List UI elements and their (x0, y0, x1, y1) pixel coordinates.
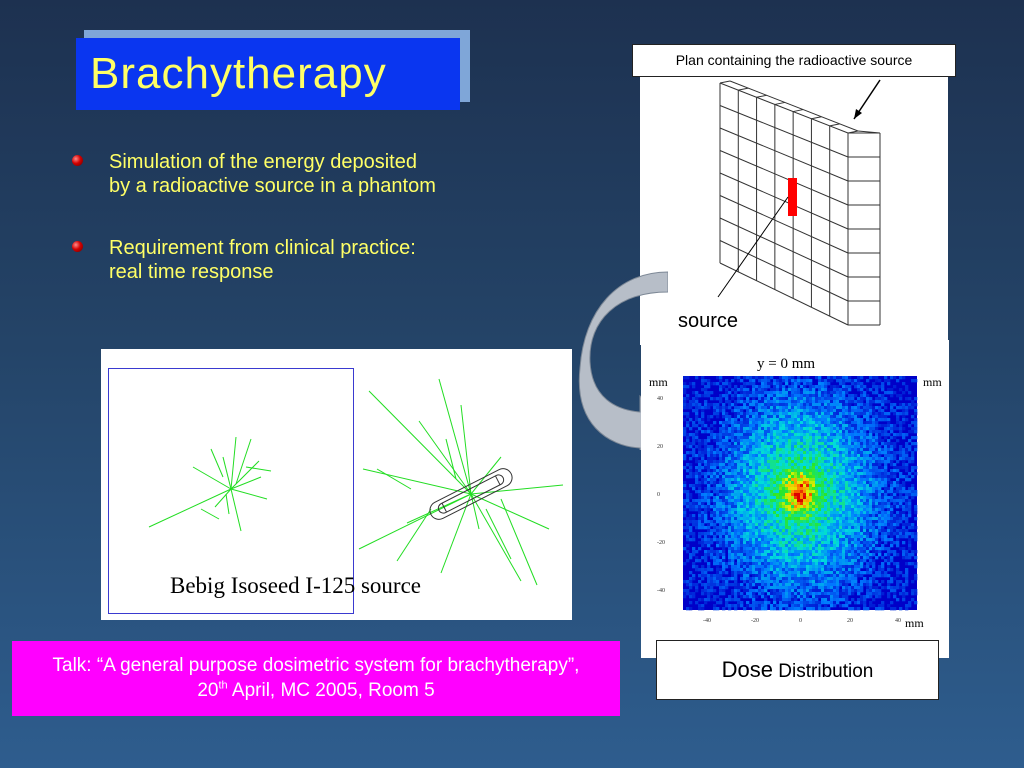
y-tick-label: 0 (657, 492, 660, 498)
particle-track (470, 493, 522, 582)
particle-track (376, 468, 412, 490)
y-tick-label: 20 (657, 444, 663, 450)
particle-track (438, 378, 472, 495)
particle-track (470, 484, 564, 495)
x-tick-label: 0 (799, 618, 802, 624)
particle-track (362, 468, 472, 495)
y-tick-label: -20 (657, 540, 665, 546)
bullet-dot-icon (72, 241, 83, 252)
particle-track (445, 438, 457, 480)
axis-unit-left: mm (649, 375, 668, 389)
phantom-figure (640, 75, 948, 345)
particle-track (418, 420, 472, 495)
particle-track (192, 466, 232, 490)
x-tick-label: 40 (895, 618, 901, 624)
talk-line-1: Talk: “A general purpose dosimetric syst… (52, 655, 580, 676)
dose-caption: Dose Distribution (656, 640, 939, 700)
dose-caption-small: Distribution (773, 661, 874, 682)
dose-caption-big: Dose (721, 657, 774, 682)
particle-track (406, 493, 472, 524)
particle-track (460, 404, 472, 495)
particle-track (148, 488, 232, 528)
particle-track (470, 456, 502, 495)
axis-unit-right: mm (923, 375, 942, 389)
source-pointer-arrow (717, 196, 789, 298)
particle-track (396, 508, 432, 562)
talk-day-suffix: th (218, 679, 228, 692)
bullet-line: Requirement from clinical practice: (109, 237, 416, 259)
seed-capsule (429, 468, 513, 520)
bullet-line: by a radioactive source in a phantom (109, 175, 436, 197)
talk-day: 20 (197, 680, 219, 701)
talk-reference-box: Talk: “A general purpose dosimetric syst… (12, 641, 620, 716)
plan-arrow-head (854, 109, 862, 119)
source-label: source (678, 310, 739, 332)
particle-track (230, 476, 262, 490)
particle-track (245, 466, 272, 472)
y-tick-label: 40 (657, 396, 663, 402)
particle-track (235, 438, 252, 485)
particle-track (214, 488, 232, 508)
heatmap-cells (683, 376, 918, 611)
y-tick-label: -40 (657, 588, 665, 594)
particle-track (230, 436, 237, 490)
dose-heatmap-chart: y = 0 mm mm mm mm 40 20 0 -20 -40 -40 -20 0 20 4… (649, 356, 942, 630)
particle-track (222, 456, 232, 490)
bullet-dot-icon (72, 155, 83, 166)
particle-track (470, 493, 550, 530)
dose-figure: y = 0 mm mm mm mm 40 20 0 -20 -40 -40 -20 0 20 4… (641, 340, 949, 658)
particle-track (200, 508, 220, 520)
particle-track (358, 493, 472, 550)
x-tick-label: 20 (847, 618, 853, 624)
particle-track (230, 488, 242, 532)
particle-track (470, 493, 480, 530)
tracks-caption: Bebig Isoseed I-125 source (170, 573, 422, 598)
particle-track (485, 508, 512, 560)
particle-track (210, 448, 224, 478)
particle-track (500, 498, 538, 586)
tracks-inner-frame (108, 368, 354, 614)
particle-track (230, 460, 260, 490)
x-tick-label: -40 (703, 618, 711, 624)
bullet-line: Simulation of the energy deposited (109, 151, 417, 173)
radioactive-source-marker (788, 178, 797, 216)
dose-header: y = 0 mm (757, 356, 815, 372)
talk-rest: April, MC 2005, Room 5 (227, 680, 435, 701)
slide-title: Brachytherapy (76, 38, 460, 110)
phantom-grid-diagram (717, 79, 881, 326)
plan-label: Plan containing the radioactive source (632, 44, 956, 77)
particle-track (225, 493, 230, 515)
particle-track (368, 390, 472, 495)
particle-tracks-diagram (148, 378, 564, 586)
x-tick-label: -20 (751, 618, 759, 624)
particle-track (230, 488, 268, 500)
axis-unit-bottom: mm (905, 616, 924, 630)
particle-tracks-figure (101, 349, 572, 620)
talk-line-2: 20th April, MC 2005, Room 5 (12, 678, 620, 703)
bullet-line: real time response (109, 261, 274, 283)
